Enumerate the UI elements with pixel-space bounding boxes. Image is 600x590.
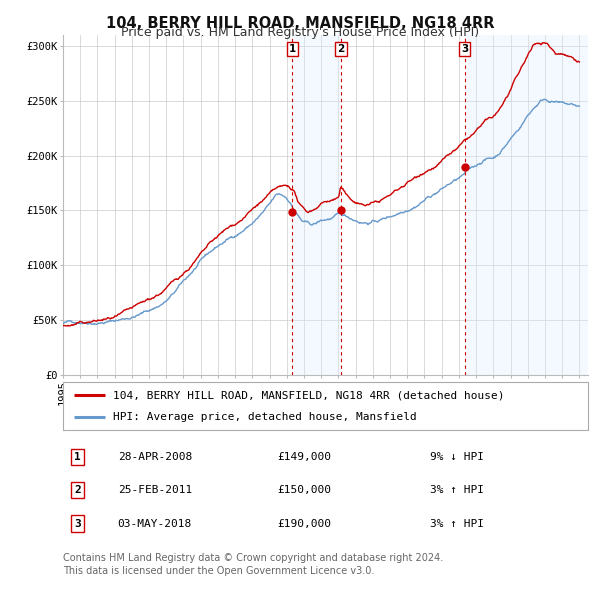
Bar [292, 35, 341, 375]
Text: 3% ↑ HPI: 3% ↑ HPI [430, 486, 484, 495]
Text: 28-APR-2008: 28-APR-2008 [118, 452, 192, 462]
Bar [465, 35, 588, 375]
Text: 2: 2 [74, 486, 81, 495]
Text: 2: 2 [337, 44, 344, 54]
Text: HPI: Average price, detached house, Mansfield: HPI: Average price, detached house, Mans… [113, 412, 416, 422]
Text: 1: 1 [289, 44, 296, 54]
Text: 3: 3 [461, 44, 469, 54]
Text: £150,000: £150,000 [277, 486, 331, 495]
Text: 25-FEB-2011: 25-FEB-2011 [118, 486, 192, 495]
Text: £149,000: £149,000 [277, 452, 331, 462]
Text: 03-MAY-2018: 03-MAY-2018 [118, 519, 192, 529]
Text: 9% ↓ HPI: 9% ↓ HPI [430, 452, 484, 462]
Text: 1: 1 [74, 452, 81, 462]
Text: 104, BERRY HILL ROAD, MANSFIELD, NG18 4RR: 104, BERRY HILL ROAD, MANSFIELD, NG18 4R… [106, 16, 494, 31]
Text: 3% ↑ HPI: 3% ↑ HPI [430, 519, 484, 529]
Text: 104, BERRY HILL ROAD, MANSFIELD, NG18 4RR (detached house): 104, BERRY HILL ROAD, MANSFIELD, NG18 4R… [113, 390, 505, 400]
Text: Price paid vs. HM Land Registry's House Price Index (HPI): Price paid vs. HM Land Registry's House … [121, 26, 479, 39]
Text: This data is licensed under the Open Government Licence v3.0.: This data is licensed under the Open Gov… [63, 566, 374, 576]
Text: Contains HM Land Registry data © Crown copyright and database right 2024.: Contains HM Land Registry data © Crown c… [63, 553, 443, 563]
Text: 3: 3 [74, 519, 81, 529]
Text: £190,000: £190,000 [277, 519, 331, 529]
